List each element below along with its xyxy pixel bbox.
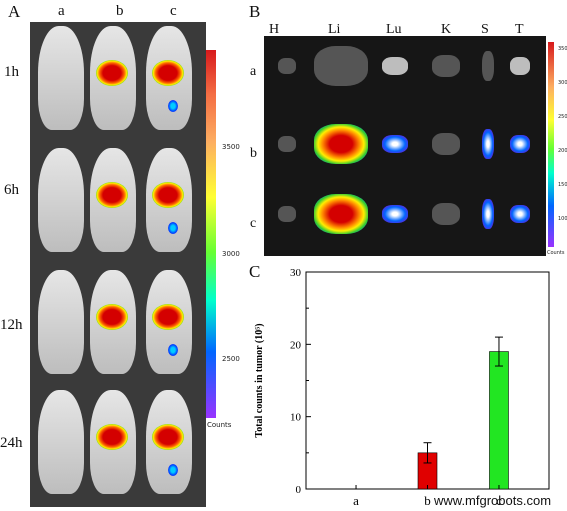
colorbar-b-tick: 3500 — [558, 46, 567, 52]
colorbar-a-unit: Counts — [207, 421, 232, 429]
organ-image — [432, 55, 460, 77]
bar — [489, 351, 509, 490]
row-label-12h: 12h — [0, 317, 23, 333]
mouse-image — [38, 148, 84, 252]
tumor-spot — [168, 464, 178, 476]
row-label-6h: 6h — [4, 182, 19, 198]
mouse-image — [38, 270, 84, 374]
fluorescence-spot — [152, 304, 184, 330]
col-header-c: c — [170, 3, 177, 19]
col-header-a: a — [58, 3, 65, 19]
fluorescence-spot — [96, 60, 128, 86]
organ-image — [382, 135, 408, 153]
organ-image — [278, 136, 296, 152]
organ-row-a: a — [250, 64, 257, 79]
y-axis-label: Total counts in tumor (10⁵) — [254, 323, 265, 437]
organ-image — [278, 206, 296, 222]
tumor-spot — [168, 344, 178, 356]
tumor-spot — [168, 222, 178, 234]
fluorescence-spot — [96, 424, 128, 450]
organ-label-s: S — [481, 22, 489, 37]
organ-imaging-panel: a b c — [250, 36, 554, 256]
organ-image — [510, 205, 530, 223]
colorbar-b-tick: 1000 — [558, 216, 567, 222]
organ-image — [314, 194, 368, 234]
colorbar-b-tick: 3000 — [558, 80, 567, 86]
organ-image — [482, 199, 494, 229]
colorbar-a-tick: 3500 — [222, 143, 240, 151]
panel-a-label: A — [8, 2, 21, 21]
mouse-imaging-panel: 1h 6h 12h 24h — [0, 22, 206, 507]
colorbar-a-tick: 2500 — [222, 355, 240, 363]
organ-image — [382, 57, 408, 75]
panel-b-label: B — [249, 2, 261, 21]
watermark-text: www.mfgrobots.com — [434, 493, 552, 508]
tumor-counts-bar-chart: 0 10 20 30 Total counts in tumor (10⁵) a b c — [254, 267, 550, 508]
y-tick-label: 0 — [296, 484, 302, 496]
x-tick-label: a — [353, 493, 359, 508]
organ-image — [432, 203, 460, 225]
y-tick-label: 30 — [290, 267, 302, 279]
colorbar-b-tick: 2000 — [558, 148, 567, 154]
mouse-image — [38, 26, 84, 130]
y-tick-label: 10 — [290, 412, 302, 424]
mouse-image — [38, 390, 84, 494]
colorbar-a-tick: 3000 — [222, 250, 240, 258]
col-header-b: b — [116, 3, 124, 19]
colorbar-b-tick: 2500 — [558, 114, 567, 120]
organ-label-t: T — [515, 22, 524, 37]
organ-image — [482, 51, 494, 81]
fluorescence-spot — [152, 60, 184, 86]
x-tick-label: b — [424, 493, 431, 508]
row-label-24h: 24h — [0, 435, 23, 451]
fluorescence-spot — [152, 182, 184, 208]
organ-row-b: b — [250, 146, 257, 161]
organ-label-lu: Lu — [386, 22, 402, 37]
row-label-1h: 1h — [4, 64, 19, 80]
organ-image — [510, 57, 530, 75]
organ-label-k: K — [441, 22, 452, 37]
x-tick-label: c — [496, 493, 502, 508]
colorbar-b-tick: 1500 — [558, 182, 567, 188]
organ-label-li: Li — [328, 22, 341, 37]
panel-c-label: C — [249, 262, 261, 281]
fluorescence-spot — [96, 304, 128, 330]
organ-image — [432, 133, 460, 155]
fluorescence-spot — [152, 424, 184, 450]
organ-label-h: H — [269, 22, 280, 37]
organ-row-c: c — [250, 216, 257, 231]
organ-image — [314, 46, 368, 86]
colorbar-a — [206, 50, 216, 418]
y-tick-label: 20 — [290, 339, 302, 351]
tumor-spot — [168, 100, 178, 112]
organ-image — [314, 124, 368, 164]
organ-image — [510, 135, 530, 153]
fluorescence-spot — [96, 182, 128, 208]
organ-image — [482, 129, 494, 159]
colorbar-b — [548, 42, 554, 247]
organ-image — [382, 205, 408, 223]
colorbar-b-unit: Counts — [547, 250, 565, 256]
organ-image — [278, 58, 296, 74]
